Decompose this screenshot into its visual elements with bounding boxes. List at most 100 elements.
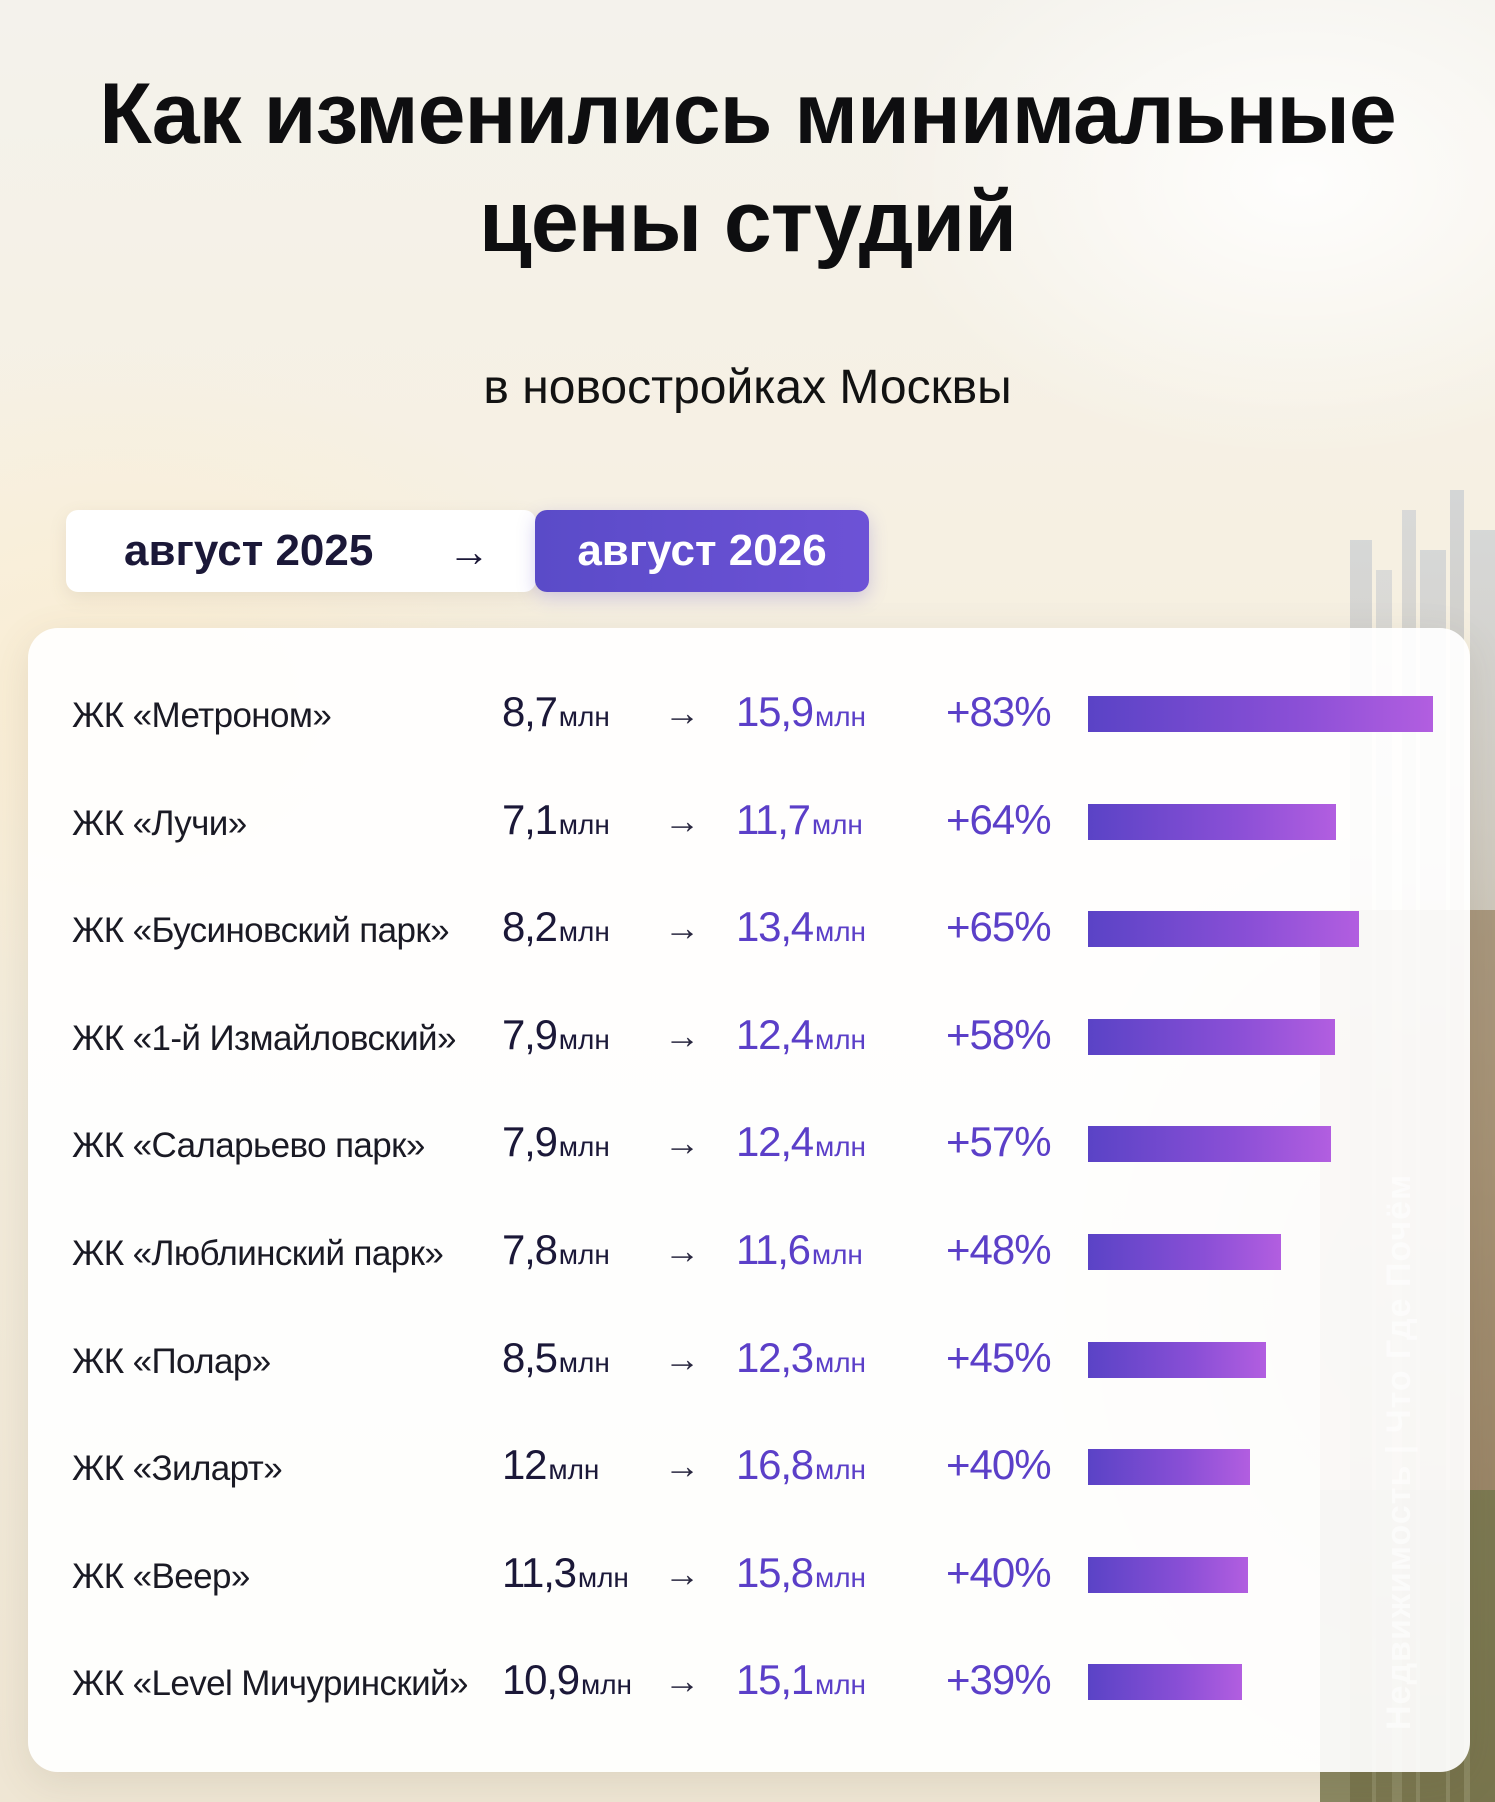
price-aug-2026: 12,4млн xyxy=(736,1118,866,1166)
price-value: 15,1 xyxy=(736,1656,814,1704)
price-value: 12 xyxy=(502,1441,548,1489)
growth-percent: +39% xyxy=(946,1656,1052,1704)
arrow-icon: → xyxy=(664,1014,700,1056)
price-unit: млн xyxy=(558,1023,610,1055)
table-row: ЖК «Люблинский парк» 7,8млн → 11,6млн +48% xyxy=(28,1226,1470,1286)
price-unit: млн xyxy=(814,701,867,732)
price-value: 11,7 xyxy=(736,795,811,843)
arrow-icon: → xyxy=(664,1552,700,1594)
price-aug-2026: 11,7млн xyxy=(736,796,863,844)
price-value: 16,8 xyxy=(736,1441,814,1489)
price-value: 10,9 xyxy=(502,1656,580,1704)
growth-percent: +40% xyxy=(946,1441,1052,1489)
table-row: ЖК «1-й Измайловский» 7,9млн → 12,4млн +58% xyxy=(28,1011,1470,1071)
price-aug-2025: 10,9млн xyxy=(502,1656,632,1704)
complex-name: ЖК «1-й Измайловский» xyxy=(72,1018,456,1058)
complex-name: ЖК «Люблинский парк» xyxy=(72,1234,444,1273)
arrow-icon: → xyxy=(664,799,700,841)
price-value: 8,7 xyxy=(502,688,558,735)
price-value: 7,1 xyxy=(502,795,558,843)
table-row: ЖК «Метроном» 8,7млн → 15,9млн +83% xyxy=(28,688,1470,748)
growth-bar xyxy=(1088,911,1359,948)
price-value: 15,9 xyxy=(736,688,814,735)
price-aug-2025: 8,2млн xyxy=(502,903,610,951)
price-unit: млн xyxy=(558,808,610,840)
page-subtitle: в новостройках Москвы xyxy=(483,361,1012,414)
arrow-icon: → xyxy=(664,907,700,949)
price-value: 12,3 xyxy=(736,1333,814,1381)
price-aug-2026: 13,4млн xyxy=(736,903,866,951)
price-aug-2025: 7,9млн xyxy=(502,1118,610,1166)
growth-bar xyxy=(1088,1556,1248,1593)
price-unit: млн xyxy=(811,808,863,840)
price-aug-2025: 8,5млн xyxy=(502,1334,610,1382)
complex-name: ЖК «Саларьево парк» xyxy=(72,1126,425,1166)
arrow-icon: → xyxy=(664,692,700,733)
price-aug-2026: 15,1млн xyxy=(736,1656,866,1704)
arrow-icon: → xyxy=(664,1445,700,1487)
price-aug-2025: 11,3млн xyxy=(502,1549,629,1597)
price-aug-2025: 12млн xyxy=(502,1441,599,1489)
price-aug-2026: 12,4млн xyxy=(736,1011,866,1059)
growth-bar xyxy=(1088,1126,1331,1163)
price-value: 13,4 xyxy=(736,903,814,951)
price-unit: млн xyxy=(814,1454,867,1486)
price-unit: млн xyxy=(558,701,610,732)
price-unit: млн xyxy=(558,916,610,948)
table-row: ЖК «Саларьево парк» 7,9млн → 12,4млн +57% xyxy=(28,1118,1470,1178)
price-unit: млн xyxy=(558,1346,610,1378)
complex-name: ЖК «Метроном» xyxy=(72,696,332,735)
price-aug-2025: 8,7млн xyxy=(502,688,610,736)
growth-percent: +45% xyxy=(946,1333,1052,1381)
price-aug-2026: 11,6млн xyxy=(736,1226,863,1274)
growth-percent: +83% xyxy=(946,688,1052,735)
price-aug-2026: 16,8млн xyxy=(736,1441,866,1489)
price-unit: млн xyxy=(814,1561,867,1593)
growth-bar xyxy=(1088,1449,1250,1486)
price-unit: млн xyxy=(811,1239,863,1270)
price-table-card: ЖК «Метроном» 8,7млн → 15,9млн +83% ЖК «Лучи»… xyxy=(28,628,1470,1772)
growth-bar xyxy=(1088,1341,1266,1378)
complex-name: ЖК «Полар» xyxy=(72,1341,271,1381)
period-to-badge: август 2026 xyxy=(535,510,869,592)
growth-bar xyxy=(1088,696,1433,732)
price-unit: млн xyxy=(577,1561,629,1593)
title-line-1: Как изменились минимальные xyxy=(99,66,1396,162)
arrow-icon: → xyxy=(664,1660,700,1702)
table-row: ЖК «Веер» 11,3млн → 15,8млн +40% xyxy=(28,1549,1470,1609)
complex-name: ЖК «Веер» xyxy=(72,1556,250,1596)
watermark: Недвижимость | Что Где Почём xyxy=(1380,1173,1418,1730)
price-aug-2026: 15,8млн xyxy=(736,1549,866,1597)
price-value: 15,8 xyxy=(736,1548,814,1596)
growth-bar xyxy=(1088,1234,1281,1270)
growth-percent: +64% xyxy=(946,795,1052,843)
table-row: ЖК «Полар» 8,5млн → 12,3 млн +45% xyxy=(28,1334,1470,1394)
table-row: ЖК «Зиларт» 12млн → 16,8млн +40% xyxy=(28,1441,1470,1501)
price-value: 11,6 xyxy=(736,1226,811,1273)
price-unit: млн xyxy=(558,1239,610,1270)
complex-name: ЖК «Лучи» xyxy=(72,803,247,843)
complex-name: ЖК «Зиларт» xyxy=(72,1449,283,1489)
table-row: ЖК «Level Мичуринский» 10,9млн → 15,1млн +39… xyxy=(28,1656,1470,1716)
complex-name: ЖК «Level Мичуринский» xyxy=(72,1664,468,1704)
price-value: 11,3 xyxy=(502,1548,577,1596)
table-row: ЖК «Бусиновский парк» 8,2млн → 13,4млн +65% xyxy=(28,903,1470,963)
price-value: 12,4 xyxy=(736,1118,814,1166)
period-arrow-icon: → xyxy=(448,528,490,575)
price-aug-2026: 15,9млн xyxy=(736,688,866,736)
price-unit: млн xyxy=(814,1023,867,1055)
growth-bar xyxy=(1088,1018,1335,1055)
price-unit: млн xyxy=(814,916,867,948)
complex-name: ЖК «Бусиновский парк» xyxy=(72,911,450,951)
arrow-icon: → xyxy=(664,1122,700,1164)
price-unit: млн xyxy=(548,1454,600,1486)
growth-percent: +40% xyxy=(946,1548,1052,1596)
price-value: 12,4 xyxy=(736,1010,814,1058)
growth-bar xyxy=(1088,803,1336,840)
growth-percent: +57% xyxy=(946,1118,1052,1166)
price-unit: млн xyxy=(814,1131,867,1163)
arrow-icon: → xyxy=(664,1230,700,1271)
arrow-icon: → xyxy=(664,1337,700,1379)
growth-bar xyxy=(1088,1664,1242,1701)
price-aug-2025: 7,1млн xyxy=(502,796,610,844)
